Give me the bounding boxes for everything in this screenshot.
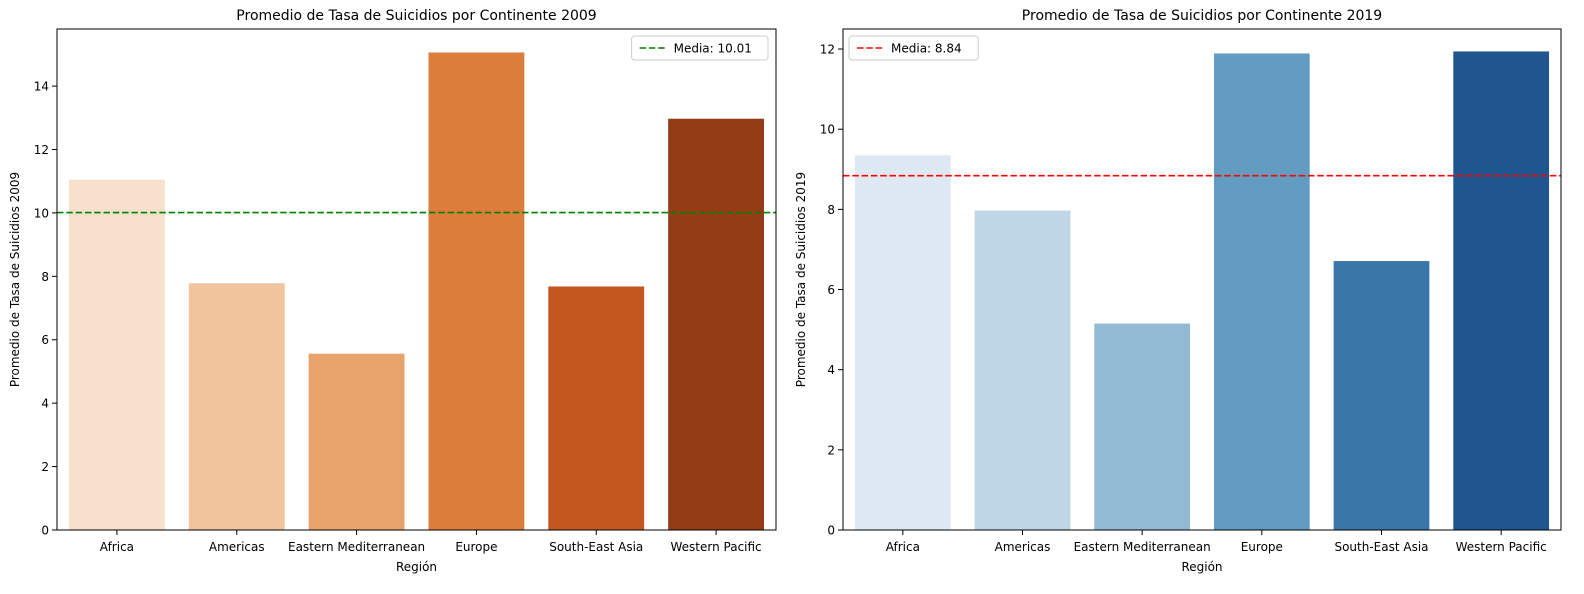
x-tick-label: Western Pacific xyxy=(1456,540,1547,554)
y-tick-label: 6 xyxy=(41,333,49,347)
y-axis-label: Promedio de Tasa de Suicidios 2019 xyxy=(794,172,808,387)
y-tick-label: 2 xyxy=(41,460,49,474)
y-tick-label: 2 xyxy=(827,443,835,457)
plot-frame xyxy=(842,28,1562,531)
y-tick-label: 6 xyxy=(827,283,835,297)
x-tick-label: Europe xyxy=(455,540,497,554)
bar-europe xyxy=(428,52,525,530)
chart-title: Promedio de Tasa de Suicidios por Contin… xyxy=(1022,8,1382,24)
bar-americas xyxy=(974,210,1071,531)
chart-panel-1: Promedio de Tasa de Suicidios por Contin… xyxy=(8,8,777,574)
bar-eastern-mediterranean xyxy=(308,353,405,530)
y-tick-label: 14 xyxy=(34,80,49,94)
x-tick-label: Eastern Mediterranean xyxy=(1074,540,1211,554)
chart-title: Promedio de Tasa de Suicidios por Contin… xyxy=(236,8,596,24)
x-tick-label: Africa xyxy=(100,540,134,554)
legend-label: Media: 10.01 xyxy=(674,42,752,56)
x-tick-label: Western Pacific xyxy=(670,540,761,554)
y-tick-label: 8 xyxy=(41,270,49,284)
legend: Media: 8.84 xyxy=(848,35,979,61)
x-tick-label: South-East Asia xyxy=(549,540,643,554)
y-tick-label: 4 xyxy=(41,397,49,411)
bar-south-east-asia xyxy=(548,286,645,530)
bar-eastern-mediterranean xyxy=(1094,323,1191,530)
x-tick-label: Americas xyxy=(995,540,1051,554)
legend-box xyxy=(848,35,979,61)
y-tick-label: 8 xyxy=(827,203,835,217)
plot-frame xyxy=(56,28,777,531)
y-tick-label: 0 xyxy=(827,524,835,538)
legend-box xyxy=(631,35,769,61)
y-axis-label: Promedio de Tasa de Suicidios 2009 xyxy=(8,172,22,387)
y-tick-label: 12 xyxy=(820,43,835,57)
y-tick-label: 0 xyxy=(41,524,49,538)
x-axis-label: Región xyxy=(396,560,437,574)
y-tick-label: 12 xyxy=(34,143,49,157)
x-tick-label: South-East Asia xyxy=(1334,540,1428,554)
bar-americas xyxy=(188,283,285,530)
chart-panel-2: Promedio de Tasa de Suicidios por Contin… xyxy=(794,8,1562,574)
x-axis-label: Región xyxy=(1181,560,1222,574)
bar-europe xyxy=(1213,53,1310,531)
bar-africa xyxy=(854,155,951,530)
y-tick-label: 4 xyxy=(827,363,835,377)
bar-western-pacific xyxy=(668,118,765,530)
bar-africa xyxy=(68,179,165,530)
bar-south-east-asia xyxy=(1333,261,1430,530)
bar-western-pacific xyxy=(1453,51,1550,531)
x-tick-label: Africa xyxy=(886,540,920,554)
legend-label: Media: 8.84 xyxy=(891,42,962,56)
x-tick-label: Eastern Mediterranean xyxy=(288,540,425,554)
y-tick-label: 10 xyxy=(34,206,49,220)
x-tick-label: Americas xyxy=(209,540,265,554)
y-tick-label: 10 xyxy=(820,123,835,137)
legend: Media: 10.01 xyxy=(631,35,769,61)
x-tick-label: Europe xyxy=(1241,540,1283,554)
